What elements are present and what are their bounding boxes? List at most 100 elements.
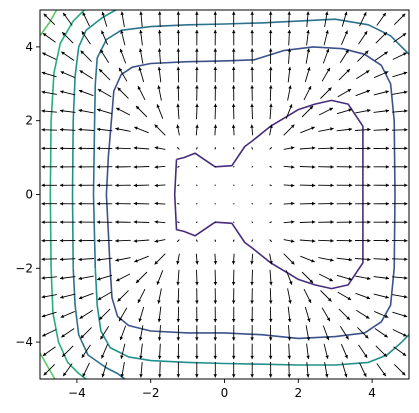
quiver-arrow bbox=[139, 11, 143, 27]
quiver-arrow bbox=[250, 124, 254, 136]
quiver-arrow bbox=[41, 294, 57, 299]
quiver-arrow bbox=[355, 292, 371, 300]
quiver-arrow bbox=[115, 257, 131, 262]
quiver-arrow bbox=[138, 306, 145, 323]
quiver-arrow bbox=[320, 87, 332, 99]
quiver-arrow bbox=[213, 29, 217, 46]
quiver-arrow bbox=[117, 87, 129, 99]
quiver-arrow bbox=[41, 146, 58, 151]
quiver-arrow bbox=[340, 30, 348, 45]
quiver-arrow bbox=[373, 257, 390, 262]
quiver-arrow bbox=[43, 363, 56, 376]
quiver-arrow bbox=[42, 52, 57, 60]
quiver-arrow bbox=[305, 325, 311, 341]
quiver-arrow bbox=[300, 126, 315, 134]
quiver-arrow bbox=[251, 184, 254, 186]
quiver-arrow bbox=[233, 203, 235, 205]
contour-lines bbox=[40, 10, 409, 379]
quiver-arrow bbox=[97, 88, 112, 98]
quiver-arrow bbox=[318, 146, 334, 150]
quiver-arrow bbox=[283, 146, 295, 150]
quiver-arrow bbox=[119, 325, 127, 341]
quiver-arrow bbox=[304, 306, 311, 323]
quiver-arrow bbox=[133, 239, 150, 243]
quiver-arrow bbox=[214, 147, 217, 150]
quiver-arrow bbox=[393, 13, 406, 26]
quiver-arrow bbox=[61, 345, 74, 358]
quiver-arrow bbox=[232, 362, 236, 378]
quiver-arrow bbox=[336, 165, 353, 169]
quiver-arrow bbox=[250, 325, 254, 341]
quiver-arrow bbox=[357, 327, 369, 339]
quiver-arrow bbox=[154, 183, 166, 188]
quiver-arrow bbox=[251, 239, 254, 242]
quiver-arrow bbox=[231, 103, 236, 120]
quiver-arrow bbox=[78, 108, 94, 114]
y-tick-label: 4 bbox=[25, 40, 33, 54]
quiver-arrow bbox=[283, 165, 295, 169]
quiver-arrow bbox=[214, 184, 216, 186]
quiver-arrow bbox=[232, 239, 235, 242]
quiver-arrow bbox=[251, 203, 254, 205]
quiver-arrow bbox=[133, 165, 150, 169]
quiver-arrow bbox=[78, 127, 94, 132]
quiver-arrow bbox=[176, 29, 181, 46]
quiver-arrow bbox=[81, 344, 91, 358]
quiver-arrow bbox=[176, 146, 180, 150]
quiver-arrow bbox=[232, 11, 236, 27]
contour-line-0 bbox=[173, 99, 364, 290]
quiver-arrow bbox=[157, 66, 162, 83]
contour-line-9 bbox=[40, 352, 56, 379]
quiver-arrow bbox=[41, 109, 57, 113]
quiver-arrow bbox=[80, 327, 92, 339]
quiver-arrow bbox=[393, 32, 407, 43]
quiver-arrow bbox=[231, 48, 236, 64]
quiver-arrow bbox=[232, 343, 236, 360]
quiver-arrow bbox=[324, 11, 329, 27]
quiver-arrow bbox=[41, 183, 57, 187]
quiver-arrow bbox=[287, 288, 292, 304]
quiver-arrow bbox=[59, 146, 76, 151]
quiver-arrow bbox=[195, 306, 199, 323]
quiver-arrow bbox=[306, 11, 310, 27]
quiver-arrow bbox=[177, 165, 180, 168]
quiver-arrow bbox=[324, 362, 329, 378]
quiver-arrow bbox=[195, 103, 199, 120]
quiver-arrow bbox=[269, 124, 273, 136]
quiver-arrow bbox=[41, 311, 57, 318]
quiver-arrow bbox=[100, 326, 110, 340]
quiver-arrow bbox=[101, 11, 108, 27]
quiver-arrow bbox=[59, 238, 76, 243]
quiver-arrow bbox=[115, 146, 131, 150]
quiver-arrow bbox=[60, 90, 76, 96]
quiver-arrow bbox=[318, 183, 334, 188]
quiver-arrow bbox=[59, 165, 76, 169]
quiver-arrow bbox=[251, 221, 254, 224]
quiver-arrow bbox=[195, 203, 198, 205]
quiver-arrow bbox=[78, 146, 94, 151]
contour-line-8 bbox=[50, 268, 87, 379]
quiver-arrow bbox=[78, 165, 94, 169]
quiver-arrow bbox=[214, 239, 217, 242]
quiver-arrow bbox=[157, 29, 162, 46]
x-tick-label: 4 bbox=[368, 386, 376, 400]
quiver-arrow bbox=[268, 11, 273, 28]
quiver-arrow bbox=[42, 32, 56, 43]
quiver-arrow bbox=[78, 257, 94, 262]
quiver-arrow bbox=[231, 306, 236, 323]
quiver-arrow bbox=[250, 85, 254, 101]
quiver-arrow bbox=[392, 71, 408, 78]
quiver-arrow bbox=[250, 269, 254, 286]
quiver-arrow bbox=[373, 146, 390, 151]
quiver-arrow bbox=[59, 109, 76, 113]
quiver-arrow bbox=[323, 343, 329, 359]
quiver-arrow bbox=[338, 308, 351, 321]
quiver-arrow bbox=[340, 344, 348, 359]
quiver-arrow bbox=[213, 48, 218, 64]
quiver-arrow bbox=[392, 294, 408, 299]
quiver-arrow bbox=[269, 253, 273, 265]
quiver-arrow bbox=[374, 51, 388, 61]
quiver-arrow bbox=[318, 273, 334, 282]
quiver-arrow bbox=[176, 239, 180, 243]
quiver-arrow bbox=[41, 257, 58, 261]
